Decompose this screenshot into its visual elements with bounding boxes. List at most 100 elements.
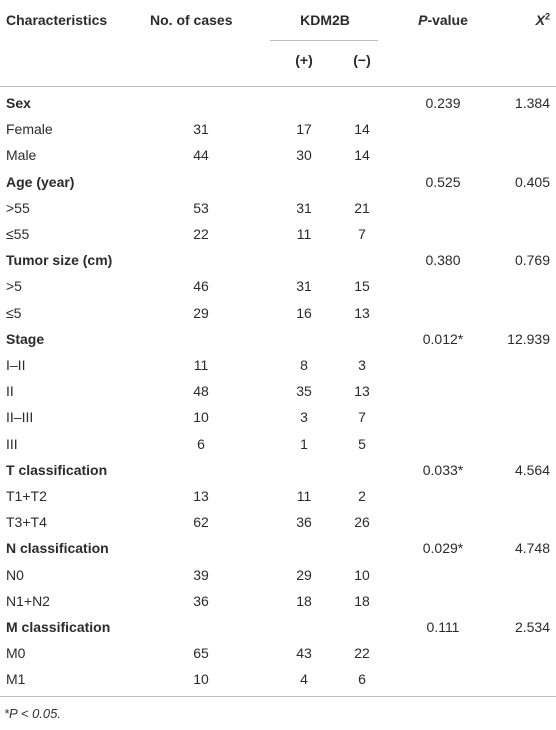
row-label: Female: [6, 121, 53, 138]
cases-cell: 22: [193, 226, 209, 242]
row-label: Tumor size (cm): [6, 252, 113, 269]
kdm2b-neg-cell: 21: [354, 199, 370, 216]
kdm2b-pos-cell: 31: [296, 199, 312, 216]
row-label: Age (year): [6, 173, 75, 190]
header-divider: [0, 86, 556, 87]
cases-cell: 53: [193, 199, 209, 216]
kdm2b-pos-cell: 43: [296, 645, 312, 662]
kdm2b-pos-cell: 31: [296, 278, 312, 295]
category-row: N classification 0.029* 4.748: [0, 534, 556, 562]
category-row: T classification 0.033* 4.564: [0, 456, 556, 484]
cases-cell: 46: [193, 278, 209, 295]
pvalue-cell: 0.525: [425, 173, 461, 190]
table-row: ≤5 29 16 13: [0, 299, 556, 327]
kdm2b-pos-cell: 36: [296, 514, 312, 531]
row-label: Sex: [6, 95, 31, 111]
pvalue-cell: 0.239: [425, 95, 461, 111]
chi-square-cell: 4.748: [514, 540, 550, 557]
header-kdm2b: KDM2B: [300, 12, 350, 28]
row-label: II: [6, 383, 14, 400]
footnote: *P < 0.05.: [4, 706, 61, 721]
kdm2b-neg-cell: 14: [354, 147, 370, 164]
table-row: N1+N2 36 18 18: [0, 587, 556, 615]
kdm2b-neg-cell: 14: [354, 121, 370, 138]
header-pvalue-rest: -value: [427, 12, 468, 28]
category-row: Stage 0.012* 12.939: [0, 325, 556, 353]
row-label: N1+N2: [6, 592, 50, 609]
pvalue-cell: 0.111: [426, 619, 460, 635]
pvalue-cell: 0.033*: [422, 461, 464, 478]
table-row: M1 10 4 6: [0, 665, 556, 693]
cases-cell: 10: [193, 671, 209, 688]
kdm2b-pos-cell: 1: [300, 435, 308, 452]
table-row: II–III 10 3 7: [0, 403, 556, 431]
row-label: Stage: [6, 330, 45, 347]
kdm2b-neg-cell: 22: [354, 645, 370, 662]
table-row: III 6 1 5: [0, 430, 556, 458]
kdm2b-pos-cell: 17: [296, 121, 312, 138]
table-row: ≤55 22 11 7: [0, 220, 556, 248]
header-characteristics: Characteristics: [6, 12, 108, 28]
category-row: Sex 0.239 1.384: [0, 89, 556, 117]
cases-cell: 6: [197, 435, 205, 452]
kdm2b-neg-cell: 7: [358, 226, 366, 242]
chi-square-cell: 12.939: [507, 330, 550, 347]
header-subrow: (+) (−): [0, 46, 556, 74]
chi-square-cell: 1.384: [514, 95, 550, 111]
cases-cell: 62: [193, 514, 209, 531]
cases-cell: 11: [193, 357, 209, 373]
table-bottom-rule: [0, 696, 556, 697]
row-label: M0: [6, 645, 26, 662]
row-label: II–III: [6, 409, 34, 426]
table-row: I–II 11 8 3: [0, 351, 556, 379]
kdm2b-neg-cell: 18: [354, 592, 370, 609]
cases-cell: 39: [193, 566, 209, 583]
chi-square-cell: 4.564: [514, 461, 550, 478]
chi-square-cell: 0.769: [514, 252, 550, 269]
row-label: N classification: [6, 540, 109, 557]
pvalue-cell: 0.380: [425, 252, 461, 269]
kdm2b-pos-cell: 18: [296, 592, 312, 609]
kdm2b-neg-cell: 13: [354, 304, 370, 321]
cases-cell: 44: [193, 147, 209, 164]
kdm2b-neg-cell: 3: [358, 357, 366, 373]
kdm2b-pos-cell: 11: [296, 226, 312, 242]
chi-square-cell: 2.534: [514, 619, 550, 635]
table-row: T1+T2 13 11 2: [0, 482, 556, 510]
row-label: I–II: [6, 357, 26, 373]
row-label: Male: [6, 147, 37, 164]
row-label: M classification: [6, 619, 111, 635]
table-row: II 48 35 13: [0, 377, 556, 405]
table-row: >5 46 31 15: [0, 272, 556, 300]
row-label: >5: [6, 278, 22, 295]
kdm2b-neg-cell: 13: [354, 383, 370, 400]
cases-cell: 29: [193, 304, 209, 321]
header-neg: (−): [353, 52, 371, 68]
kdm2b-pos-cell: 35: [296, 383, 312, 400]
header-chi-sup: 2: [544, 11, 550, 22]
table-row: N0 39 29 10: [0, 561, 556, 589]
row-label: T1+T2: [6, 488, 47, 504]
row-label: M1: [6, 671, 26, 688]
kdm2b-neg-cell: 26: [354, 514, 370, 531]
row-label: III: [6, 435, 18, 452]
kdm2b-pos-cell: 29: [296, 566, 312, 583]
category-row: Tumor size (cm) 0.380 0.769: [0, 246, 556, 274]
kdm2b-pos-cell: 8: [300, 357, 308, 373]
kdm2b-pos-cell: 4: [300, 671, 308, 688]
cases-cell: 48: [193, 383, 209, 400]
kdm2b-pos-cell: 3: [300, 409, 308, 426]
pvalue-cell: 0.029*: [422, 540, 464, 557]
header-pos: (+): [295, 52, 313, 68]
chi-square-cell: 0.405: [514, 173, 550, 190]
header-row: Characteristics No. of cases KDM2B P-val…: [0, 6, 556, 34]
kdm2b-underline: [270, 40, 378, 41]
cases-cell: 31: [193, 121, 209, 138]
pvalue-cell: 0.012*: [422, 330, 464, 347]
header-chi-x: X: [535, 12, 545, 28]
kdm2b-neg-cell: 5: [358, 435, 366, 452]
cases-cell: 36: [193, 592, 209, 609]
row-label: ≤55: [6, 226, 30, 242]
category-row: M classification 0.111 2.534: [0, 613, 556, 641]
table-row: Female 31 17 14: [0, 115, 556, 143]
